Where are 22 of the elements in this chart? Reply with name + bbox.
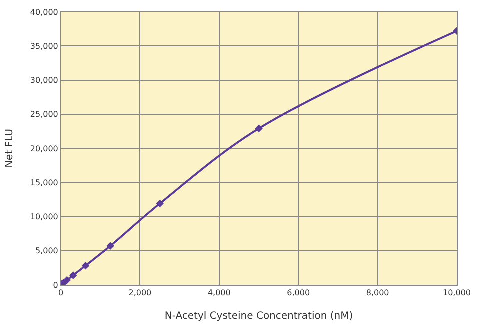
y-tick-label: 35,000: [30, 42, 58, 51]
point: [82, 262, 90, 270]
y-tick-label: 5,000: [35, 246, 58, 256]
point: [255, 124, 263, 133]
y-tick-label: 25,000: [30, 110, 58, 120]
x-tick-label: 4,000: [208, 288, 231, 298]
point: [63, 276, 72, 284]
x-tick-label: 8,000: [366, 288, 390, 298]
y-tick-label: 15,000: [30, 178, 58, 188]
point: [69, 272, 78, 280]
y-tick-label: 10,000: [30, 212, 58, 222]
y-tick-label: 40,000: [30, 8, 58, 17]
x-tick-label: 6,000: [287, 288, 310, 298]
y-tick-label: 0: [53, 280, 58, 290]
y-axis-title: Net FLU: [4, 129, 16, 168]
x-tick-label: 10,000: [443, 288, 471, 298]
x-tick-label: 2,000: [128, 288, 152, 298]
x-axis-title: N-Acetyl Cysteine Concentration (nM): [164, 311, 354, 322]
y-tick-label: 20,000: [30, 144, 58, 154]
y-tick-label: 30,000: [30, 76, 58, 86]
point: [156, 200, 164, 208]
point: [106, 242, 114, 250]
